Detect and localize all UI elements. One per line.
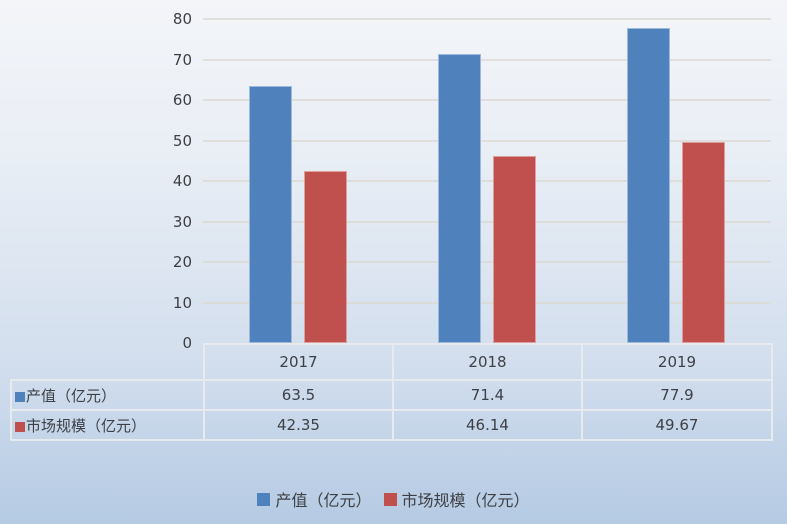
series-key-swatch-icon xyxy=(15,391,25,402)
legend-label: 市场规模（亿元） xyxy=(401,491,530,510)
gridline xyxy=(203,99,771,101)
table-row-label: 产值（亿元） xyxy=(10,379,205,411)
y-axis-tick-80: 80 xyxy=(172,10,192,28)
legend-label: 产值（亿元） xyxy=(275,491,372,510)
legend: 产值（亿元） 市场规模（亿元） xyxy=(0,486,787,512)
table-value-1-2019: 49.67 xyxy=(581,409,773,441)
y-axis-tick-20: 20 xyxy=(172,253,192,271)
table-header-row: 2017 2018 2019 xyxy=(11,343,773,381)
y-axis-tick-70: 70 xyxy=(172,50,192,69)
y-axis-tick-60: 60 xyxy=(172,91,192,109)
gridline xyxy=(203,220,771,223)
table-header-2017: 2017 xyxy=(203,343,394,381)
bar-series-1-2017 xyxy=(304,171,347,343)
y-axis-tick-0: 0 xyxy=(182,334,192,352)
plot-area: 0 10 20 30 40 50 60 70 80 xyxy=(172,10,771,351)
legend-item-0: 产值（亿元） xyxy=(257,487,372,511)
table-value-0-2019: 77.9 xyxy=(581,379,773,411)
table-header-2019: 2019 xyxy=(581,343,773,381)
y-axis-tick-40: 40 xyxy=(172,172,192,190)
gridline xyxy=(203,301,771,304)
table-value-0-2017: 63.5 xyxy=(203,379,394,411)
bar-series-0-2018 xyxy=(438,54,481,343)
series-key-swatch-icon xyxy=(15,421,25,432)
table-header-2018: 2018 xyxy=(392,343,583,381)
table-corner-cell xyxy=(11,344,204,380)
table-row-label: 市场规模（亿元） xyxy=(10,409,205,441)
gridline xyxy=(203,58,771,61)
table-value-1-2018: 46.14 xyxy=(392,409,583,441)
gridline xyxy=(203,18,771,20)
bar-series-1-2018 xyxy=(493,156,536,343)
legend-item-1: 市场规模（亿元） xyxy=(383,487,530,511)
table-value-0-2018: 71.4 xyxy=(392,379,583,411)
data-table: 2017 2018 2019 产值（亿元） 63.5 71.4 77.9 市场规模（亿元） 42… xyxy=(10,343,773,441)
table-value-1-2017: 42.35 xyxy=(203,409,394,441)
y-axis-tick-50: 50 xyxy=(172,131,192,150)
y-axis-tick-10: 10 xyxy=(172,293,192,312)
bar-series-0-2017 xyxy=(249,86,292,343)
legend-swatch-icon xyxy=(383,492,397,506)
bar-series-0-2019 xyxy=(627,28,670,343)
table-row: 产值（亿元） 63.5 71.4 77.9 xyxy=(10,379,773,411)
gridline xyxy=(203,180,771,182)
table-row: 市场规模（亿元） 42.35 46.14 49.67 xyxy=(10,409,773,441)
y-axis-tick-30: 30 xyxy=(172,212,192,231)
legend-swatch-icon xyxy=(257,492,271,506)
bar-series-1-2019 xyxy=(682,142,725,343)
gridline xyxy=(203,261,771,263)
gridline xyxy=(203,139,771,142)
